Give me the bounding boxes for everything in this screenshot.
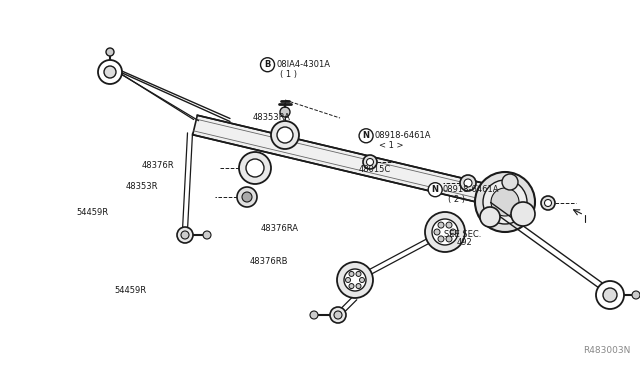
Circle shape: [356, 283, 361, 289]
Text: 54459R: 54459R: [114, 286, 146, 295]
Text: N: N: [363, 131, 369, 140]
Text: B: B: [264, 60, 271, 69]
Circle shape: [310, 311, 318, 319]
Text: 48353RA: 48353RA: [253, 113, 291, 122]
Circle shape: [237, 187, 257, 207]
Circle shape: [511, 202, 535, 226]
Circle shape: [344, 269, 366, 291]
Text: 48353R: 48353R: [125, 182, 158, 190]
Text: N: N: [432, 185, 438, 194]
Circle shape: [438, 236, 444, 242]
Circle shape: [434, 229, 440, 235]
Circle shape: [363, 155, 377, 169]
Text: 48376RA: 48376RA: [261, 224, 299, 233]
Circle shape: [260, 58, 275, 72]
Circle shape: [545, 199, 552, 206]
Text: 54459R: 54459R: [77, 208, 109, 217]
Circle shape: [277, 127, 293, 143]
Circle shape: [596, 281, 624, 309]
Circle shape: [502, 174, 518, 190]
Circle shape: [106, 48, 114, 56]
Circle shape: [337, 262, 373, 298]
Text: 492: 492: [456, 238, 472, 247]
Circle shape: [104, 66, 116, 78]
Circle shape: [446, 222, 452, 228]
Circle shape: [425, 212, 465, 252]
Circle shape: [203, 231, 211, 239]
Text: 08918-6461A: 08918-6461A: [443, 185, 499, 194]
Text: < 1 >: < 1 >: [379, 141, 403, 150]
Circle shape: [356, 272, 361, 276]
Circle shape: [359, 129, 373, 143]
Text: 08IA4-4301A: 08IA4-4301A: [276, 60, 330, 69]
Circle shape: [346, 278, 351, 282]
Circle shape: [246, 159, 264, 177]
Circle shape: [330, 307, 346, 323]
Circle shape: [491, 188, 519, 216]
Text: 08918-6461A: 08918-6461A: [374, 131, 431, 140]
Circle shape: [541, 196, 555, 210]
Circle shape: [334, 311, 342, 319]
Polygon shape: [193, 115, 492, 205]
Text: ( 2 ): ( 2 ): [448, 195, 465, 203]
Circle shape: [239, 152, 271, 184]
Circle shape: [450, 229, 456, 235]
Circle shape: [603, 288, 617, 302]
Text: R483003N: R483003N: [582, 346, 630, 355]
Circle shape: [632, 291, 640, 299]
Circle shape: [446, 236, 452, 242]
Circle shape: [483, 180, 527, 224]
Circle shape: [438, 222, 444, 228]
Circle shape: [480, 207, 500, 227]
Circle shape: [428, 183, 442, 197]
Text: 48015C: 48015C: [358, 165, 390, 174]
Text: ( 1 ): ( 1 ): [280, 70, 298, 79]
Circle shape: [475, 172, 535, 232]
Circle shape: [271, 121, 299, 149]
Circle shape: [181, 231, 189, 239]
Circle shape: [349, 272, 354, 276]
Circle shape: [280, 107, 290, 117]
Circle shape: [98, 60, 122, 84]
Text: 48376RB: 48376RB: [250, 257, 288, 266]
Circle shape: [242, 192, 252, 202]
Circle shape: [460, 175, 476, 191]
Text: SEE SEC.: SEE SEC.: [444, 230, 481, 239]
Text: 48376R: 48376R: [142, 161, 175, 170]
Circle shape: [367, 158, 374, 166]
Circle shape: [360, 278, 365, 282]
Circle shape: [464, 179, 472, 187]
Circle shape: [349, 283, 354, 289]
Circle shape: [177, 227, 193, 243]
Circle shape: [432, 219, 458, 245]
